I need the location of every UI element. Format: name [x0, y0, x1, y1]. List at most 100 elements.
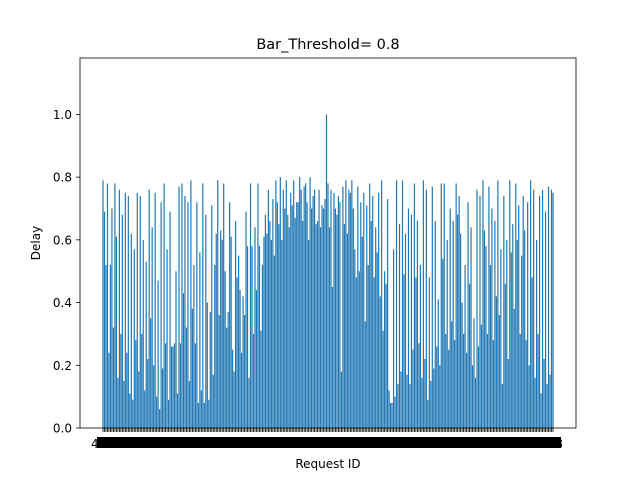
- bar: [400, 371, 402, 428]
- bar: [409, 384, 411, 428]
- bar: [127, 195, 129, 428]
- bar: [495, 296, 497, 428]
- bar: [348, 189, 350, 428]
- bar: [108, 352, 110, 428]
- bar: [239, 290, 241, 428]
- y-tick-label: 0.6: [53, 233, 72, 247]
- bar: [483, 230, 486, 428]
- bar: [406, 374, 408, 428]
- bar: [504, 283, 506, 428]
- y-tick-label: 0.8: [53, 171, 72, 185]
- bar: [266, 233, 268, 428]
- bar: [251, 246, 253, 428]
- bar: [334, 208, 337, 428]
- bar: [465, 352, 468, 428]
- bar: [519, 333, 521, 428]
- y-tick-label: 0.2: [53, 359, 72, 373]
- bar: [187, 202, 189, 428]
- bar: [384, 271, 386, 428]
- bar: [308, 239, 310, 428]
- bar: [372, 195, 374, 428]
- bar: [316, 221, 319, 428]
- y-tick-label: 0.0: [53, 422, 72, 436]
- bar: [354, 249, 356, 428]
- bar: [389, 402, 392, 428]
- bar: [416, 221, 418, 428]
- bar: [303, 186, 305, 428]
- bar: [202, 183, 204, 428]
- bar: [378, 192, 380, 428]
- bar: [206, 302, 208, 428]
- bar: [497, 180, 499, 428]
- bar: [550, 189, 553, 428]
- bar: [500, 249, 502, 428]
- bar: [272, 199, 274, 428]
- bar: [150, 318, 152, 428]
- bar: [226, 327, 228, 428]
- bar: [546, 384, 548, 428]
- bar: [278, 224, 280, 428]
- bar: [544, 211, 547, 428]
- bar: [427, 399, 429, 428]
- bar: [425, 189, 427, 428]
- bar: [309, 177, 311, 428]
- bar: [129, 393, 131, 428]
- bar: [440, 183, 442, 428]
- bar: [111, 208, 113, 428]
- bar: [141, 333, 143, 428]
- bar: [153, 365, 155, 428]
- bar: [120, 333, 122, 428]
- bar: [142, 239, 144, 428]
- bar: [106, 183, 109, 428]
- bar: [516, 239, 518, 428]
- bar: [215, 233, 217, 428]
- bar: [294, 217, 296, 428]
- bar: [391, 402, 393, 428]
- bar: [208, 399, 210, 428]
- bar: [254, 227, 256, 428]
- bar: [236, 277, 238, 428]
- bar: [223, 183, 225, 428]
- bar: [212, 374, 214, 428]
- bar: [510, 252, 512, 428]
- bar: [299, 177, 301, 428]
- bar: [474, 377, 477, 428]
- bar: [431, 186, 433, 428]
- bar: [170, 346, 173, 428]
- bar: [366, 205, 368, 428]
- bar: [404, 233, 407, 428]
- bar: [349, 192, 351, 428]
- bar: [498, 315, 500, 428]
- bar: [339, 202, 341, 428]
- bar: [109, 264, 112, 428]
- bar: [482, 180, 484, 428]
- bar: [302, 221, 304, 428]
- bar: [205, 214, 207, 428]
- y-axis-ticks: 0.0 0.2 0.4 0.6 0.8 1.0: [53, 108, 80, 436]
- bar: [407, 208, 410, 428]
- bar: [285, 180, 287, 428]
- bar: [395, 180, 398, 428]
- bar: [293, 180, 295, 428]
- bar: [452, 221, 454, 428]
- bar: [501, 384, 503, 428]
- x-axis-label: Request ID: [295, 457, 360, 471]
- bar: [224, 271, 226, 428]
- bar: [121, 214, 123, 428]
- bar: [449, 208, 451, 428]
- bar: [333, 192, 335, 428]
- bar: [430, 380, 432, 428]
- bar: [467, 202, 469, 428]
- bar: [422, 180, 424, 428]
- bar: [536, 239, 538, 428]
- bar: [437, 299, 439, 428]
- bar: [433, 368, 435, 428]
- bar: [163, 183, 165, 428]
- bar: [369, 183, 371, 428]
- bar: [538, 195, 541, 428]
- bar: [290, 192, 292, 428]
- bar: [460, 233, 462, 428]
- x-last-tick-label: 8: [555, 437, 563, 451]
- bar: [401, 180, 404, 428]
- bar: [370, 221, 372, 428]
